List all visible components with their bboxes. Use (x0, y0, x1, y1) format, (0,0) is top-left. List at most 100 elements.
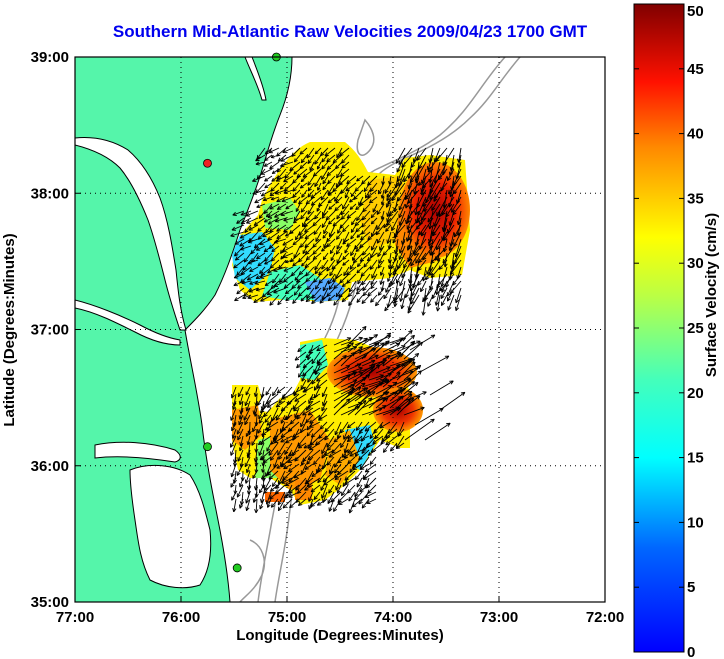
velocity-vector (247, 449, 251, 459)
velocity-vector-head (348, 497, 350, 502)
velocity-vector-head (233, 479, 237, 484)
velocity-vector-head (369, 436, 374, 439)
velocity-vector-head (278, 400, 283, 404)
velocity-vector-head (330, 258, 335, 262)
velocity-vector-head (388, 214, 393, 217)
velocity-vector-head (447, 298, 451, 302)
velocity-vector-head (278, 455, 280, 460)
velocity-vector (364, 463, 377, 473)
velocity-vector (354, 397, 373, 416)
velocity-vector (246, 498, 251, 511)
velocity-vector-head (347, 459, 350, 464)
velocity-vector (356, 175, 364, 182)
velocity-vector-head (335, 167, 340, 170)
velocity-vector-head (337, 230, 341, 234)
velocity-vector (263, 203, 273, 214)
velocity-vector (375, 350, 394, 360)
velocity-vector (305, 196, 315, 205)
velocity-vector-head (238, 504, 241, 509)
velocity-vector (366, 252, 378, 262)
velocity-vector (272, 273, 280, 284)
velocity-vector (417, 273, 427, 286)
velocity-vector (258, 435, 272, 445)
velocity-vector-head (289, 257, 293, 263)
velocity-vector (331, 442, 342, 454)
velocity-vector (332, 217, 343, 227)
velocity-vector (313, 224, 322, 235)
velocity-vector-head (397, 178, 401, 182)
velocity-vector-head (346, 424, 350, 428)
velocity-vector (409, 168, 420, 183)
velocity-vector-head (349, 200, 353, 203)
velocity-vector (441, 196, 455, 216)
velocity-vector-head (375, 303, 380, 307)
velocity-vector-head (402, 345, 406, 350)
velocity-vector-head (300, 208, 303, 213)
velocity-vector (344, 477, 356, 485)
velocity-vector-head (273, 283, 277, 287)
velocity-vector-head (441, 289, 446, 293)
velocity-vector (334, 463, 342, 474)
velocity-vector-head (235, 258, 240, 261)
velocity-vector-head (385, 229, 389, 232)
velocity-vector-head (442, 227, 444, 233)
velocity-vector (381, 196, 385, 206)
velocity-vector (386, 189, 392, 198)
velocity-vector-head (416, 158, 421, 161)
velocity-vector-head (347, 449, 349, 454)
velocity-vector (354, 484, 363, 497)
velocity-vector-head (306, 460, 309, 465)
velocity-vector (310, 498, 321, 507)
velocity-vector-head (363, 478, 368, 481)
velocity-vector-head (254, 413, 258, 417)
velocity-vector (341, 210, 350, 220)
velocity-vector-head (238, 393, 242, 398)
velocity-vector-head (271, 505, 276, 508)
velocity-vector-head (341, 453, 344, 458)
velocity-vector-head (312, 252, 317, 255)
velocity-vector (231, 224, 245, 231)
velocity-vector (403, 341, 423, 360)
velocity-vector-head (380, 439, 383, 444)
velocity-vector-head (399, 395, 404, 398)
velocity-vector (396, 358, 415, 374)
velocity-vector (387, 273, 392, 282)
velocity-vector-head (362, 325, 367, 329)
velocity-vector (441, 266, 448, 287)
velocity-vector-head (233, 462, 236, 467)
velocity-vector-head (413, 284, 417, 289)
velocity-vector (313, 456, 321, 465)
velocity-vector (349, 203, 357, 210)
velocity-vector (453, 168, 462, 186)
velocity-vector (346, 435, 356, 442)
velocity-vector-head (342, 257, 347, 261)
velocity-vector (333, 294, 343, 306)
velocity-vector (307, 372, 314, 383)
velocity-vector-head (387, 340, 390, 345)
velocity-vector (315, 435, 328, 446)
velocity-vector (396, 442, 405, 449)
velocity-vector-head (430, 259, 433, 264)
velocity-vector-head (440, 282, 443, 287)
velocity-vector-head (400, 304, 403, 309)
velocity-vector-head (293, 291, 296, 296)
velocity-vector-head (272, 278, 274, 284)
velocity-vector (340, 352, 355, 367)
velocity-vector-head (428, 158, 431, 163)
velocity-vector (275, 175, 287, 182)
velocity-vector (352, 498, 363, 508)
velocity-vector (309, 414, 321, 424)
velocity-vector (419, 355, 450, 373)
velocity-vector-head (236, 219, 239, 224)
velocity-vector-head (328, 208, 333, 210)
velocity-vector-head (370, 448, 374, 453)
velocity-vector-head (375, 341, 380, 344)
velocity-vector (335, 196, 343, 204)
velocity-vector (304, 224, 315, 233)
velocity-vector-head (385, 289, 390, 293)
velocity-vector (307, 154, 315, 164)
velocity-vector-head (329, 233, 333, 238)
velocity-vector-head (349, 266, 354, 270)
velocity-vector-head (385, 378, 388, 383)
velocity-vector (232, 428, 237, 439)
